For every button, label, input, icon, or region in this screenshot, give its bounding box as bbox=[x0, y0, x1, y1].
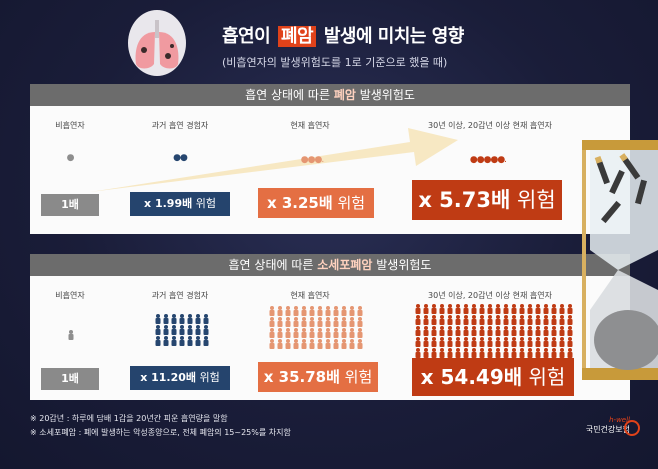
risk-badge: x 1.99배 위험 bbox=[130, 192, 230, 216]
panel-heading: 흡연 상태에 따른 소세포폐암 발생위험도 bbox=[30, 254, 630, 276]
person-icon-group: ●●●●●. bbox=[469, 155, 507, 165]
logo-name: 국민건강보험 bbox=[585, 425, 630, 434]
title-block: 흡연이 폐암 발생에 미치는 영향 (비흡연자의 발생위험도를 1로 기준으로 … bbox=[222, 22, 464, 70]
footnote: ※ 소세포폐암 : 폐에 발생하는 악성종양으로, 전체 폐암의 15~25%를… bbox=[30, 428, 291, 437]
page-subtitle: (비흡연자의 발생위험도를 1로 기준으로 했을 때) bbox=[222, 56, 448, 69]
logo-mark-icon bbox=[624, 420, 640, 436]
person-icon-group: ●● bbox=[173, 153, 188, 163]
column-label: 30년 이상, 20갑년 이상 현재 흡연자 bbox=[428, 291, 552, 300]
logo-tagline: h-well bbox=[609, 416, 630, 424]
person-icon-group: ●●●. bbox=[300, 155, 324, 165]
person-icon-group: ● bbox=[66, 153, 75, 163]
column-label: 과거 흡연 경험자 bbox=[151, 121, 209, 130]
column-label: 현재 흡연자 bbox=[290, 121, 330, 130]
person-icon-grid-heavy bbox=[414, 304, 574, 363]
person-icon-grid-former bbox=[154, 314, 210, 351]
person-icon-grid-nonsmoker bbox=[67, 326, 75, 345]
risk-badge: x 54.49배 위험 bbox=[412, 358, 574, 396]
column-label: 현재 흡연자 bbox=[290, 291, 330, 300]
hourglass-illustration bbox=[582, 140, 658, 380]
person-icon-grid-current bbox=[268, 306, 364, 354]
small-cell-lung-cancer-panel: 흡연 상태에 따른 소세포폐암 발생위험도 비흡연자 과거 흡연 경험자 현재 … bbox=[30, 254, 630, 400]
risk-badge: x 5.73배 위험 bbox=[412, 180, 562, 220]
column-label: 비흡연자 bbox=[55, 291, 85, 300]
lung-cancer-panel: 흡연 상태에 따른 폐암 발생위험도 비흡연자 과거 흡연 경험자 현재 흡연자… bbox=[30, 84, 630, 234]
nhis-logo: h-well 국민건강보험 bbox=[558, 416, 640, 436]
footnotes: ※ 20갑년 : 하루에 담배 1갑을 20년간 피운 흡연량을 말함 ※ 소세… bbox=[30, 412, 291, 440]
risk-badge: 1배 bbox=[41, 368, 99, 390]
page-title: 흡연이 폐암 발생에 미치는 영향 bbox=[222, 26, 464, 47]
title-highlight: 폐암 bbox=[277, 26, 317, 47]
risk-badge: x 35.78배 위험 bbox=[258, 362, 378, 392]
risk-badge: 1배 bbox=[41, 194, 99, 216]
trend-arrow-icon bbox=[90, 128, 458, 192]
column-label: 30년 이상, 20갑년 이상 현재 흡연자 bbox=[428, 121, 552, 130]
panel-heading: 흡연 상태에 따른 폐암 발생위험도 bbox=[30, 84, 630, 106]
risk-badge: x 3.25배 위험 bbox=[258, 188, 374, 218]
column-label: 비흡연자 bbox=[55, 121, 85, 130]
footnote: ※ 20갑년 : 하루에 담배 1갑을 20년간 피운 흡연량을 말함 bbox=[30, 414, 228, 423]
risk-badge: x 11.20배 위험 bbox=[130, 366, 230, 390]
column-label: 과거 흡연 경험자 bbox=[151, 291, 209, 300]
lungs-icon bbox=[128, 10, 186, 76]
